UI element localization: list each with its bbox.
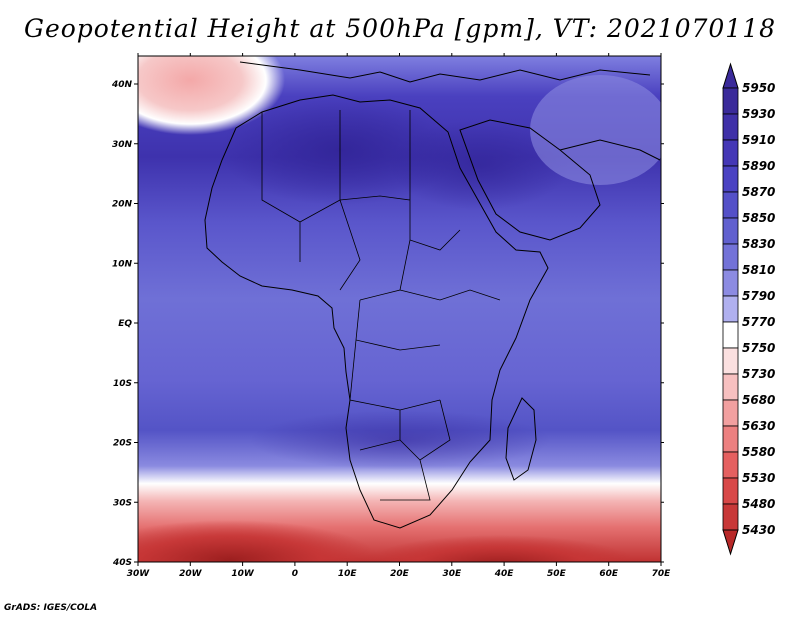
colorbar-label: 5830 [742, 237, 775, 251]
colorbar-swatch [722, 425, 739, 453]
lat-tick-label: 10S [113, 379, 132, 389]
lat-tick-label: 30S [113, 498, 132, 508]
madagascar-coastline [505, 397, 537, 481]
colorbar-label: 5480 [742, 497, 775, 511]
colorbar-swatch [722, 217, 739, 245]
colorbar-label: 5930 [742, 107, 775, 121]
colorbar-label: 5890 [742, 159, 775, 173]
lat-tick-label: 40S [112, 558, 132, 568]
axis-ticks: 30W 20W 10W 0 10E 20E 30E 40E 50E 60E 70E 40N 30N 20N… [111, 53, 671, 579]
colorbar-swatch [722, 113, 739, 141]
colorbar-swatch [722, 347, 739, 375]
colorbar-swatch [722, 243, 739, 271]
arabia-coastline [459, 119, 601, 241]
coastlines [204, 61, 661, 529]
lon-tick-label: 0 [292, 569, 298, 579]
colorbar-swatch [722, 503, 739, 531]
lon-tick-label: 60E [599, 569, 619, 579]
colorbar-label: 5680 [742, 393, 775, 407]
iran-coastline [559, 139, 661, 161]
colorbar-swatch [722, 165, 739, 193]
colorbar-swatch [722, 87, 739, 115]
colorbar-swatch [722, 399, 739, 427]
colorbar-arrow-bottom [722, 529, 739, 556]
lat-tick-label: EQ [118, 319, 132, 329]
colorbar-label: 5730 [742, 367, 775, 381]
colorbar-label: 5910 [742, 133, 775, 147]
colorbar-label: 5630 [742, 419, 775, 433]
europe-coastline [239, 61, 651, 83]
lat-tick-label: 10N [112, 259, 133, 269]
africa-coastline [204, 94, 549, 529]
lon-tick-label: 50E [547, 569, 567, 579]
colorbar-label: 5950 [742, 81, 775, 95]
colorbar-label: 5870 [742, 185, 775, 199]
colorbar-label: 5530 [742, 471, 775, 485]
colorbar-swatch [722, 269, 739, 297]
lon-tick-label: 20W [179, 569, 203, 579]
colorbar-swatch [722, 295, 739, 323]
colorbar-label: 5430 [742, 523, 775, 537]
colorbar-label: 5580 [742, 445, 775, 459]
colorbar-swatch [722, 139, 739, 167]
colorbar-arrow-top [722, 62, 739, 89]
lat-tick-label: 30N [112, 140, 133, 150]
lon-tick-label: 40E [494, 569, 515, 579]
lat-tick-label: 20S [113, 439, 132, 449]
colorbar: 5950 5930 5910 5890 5870 5850 5830 5810 5790 5770… [722, 62, 775, 556]
colorbar-label: 5810 [742, 263, 775, 277]
colorbar-label: 5770 [742, 315, 775, 329]
lon-tick-label: 10W [231, 569, 255, 579]
lon-tick-label: 30W [127, 569, 151, 579]
map-title: Geopotential Height at 500hPa [gpm], VT:… [23, 14, 777, 43]
colorbar-swatch [722, 373, 739, 401]
colorbar-swatch [722, 477, 739, 505]
colorbar-swatch [722, 191, 739, 219]
lat-tick-label: 40N [111, 80, 133, 90]
colorbar-swatch [722, 451, 739, 479]
colorbar-swatch [722, 321, 739, 349]
colorbar-label: 5850 [742, 211, 775, 225]
colorbar-label: 5750 [742, 341, 775, 355]
lon-tick-label: 20E [390, 569, 410, 579]
credit-text: GrADS: IGES/COLA [4, 603, 98, 613]
lon-tick-label: 30E [442, 569, 462, 579]
country-borders [261, 110, 501, 501]
colorbar-label: 5790 [742, 289, 775, 303]
lon-tick-label: 10E [338, 569, 358, 579]
height-field [138, 56, 661, 562]
lon-tick-label: 70E [652, 569, 672, 579]
lat-tick-label: 20N [112, 200, 133, 210]
